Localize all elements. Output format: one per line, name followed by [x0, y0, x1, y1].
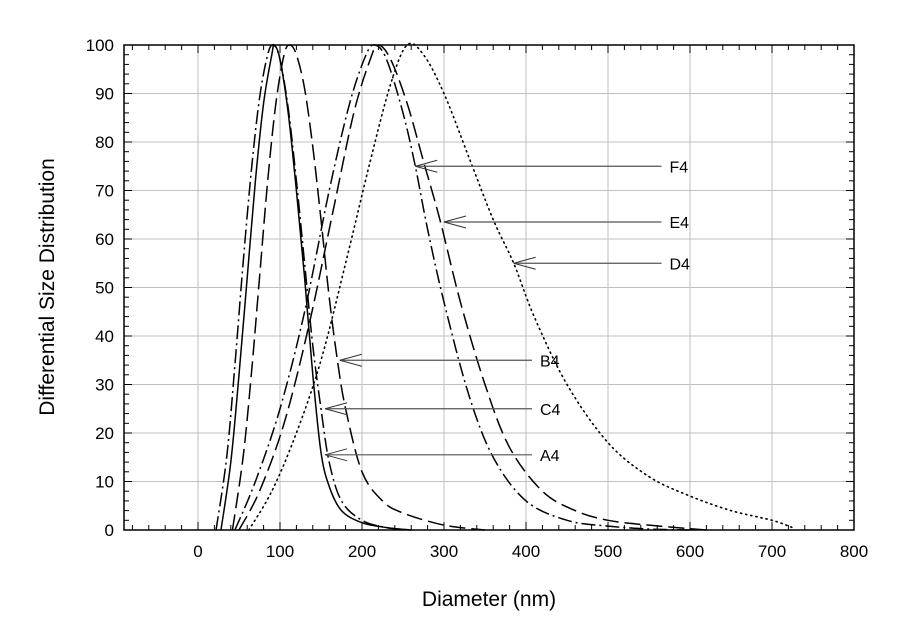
arrowhead	[513, 262, 536, 270]
series-annotations: F4 E4 D4 B4 C4 A4	[324, 159, 691, 465]
x-tick-labels: 0 100 200 300 400 500 600 700 800	[193, 542, 868, 561]
arrowhead	[324, 454, 348, 462]
gridlines	[124, 45, 854, 530]
series-f4-line	[234, 44, 691, 531]
arrowhead	[443, 221, 467, 229]
y-tick-label: 80	[95, 133, 114, 152]
y-tick-label: 30	[95, 376, 114, 395]
arrowhead	[443, 215, 467, 223]
x-axis-title: Diameter (nm)	[422, 588, 556, 611]
arrowhead	[339, 353, 362, 361]
series-label-f4: F4	[670, 159, 689, 176]
y-tick-label: 90	[95, 85, 114, 104]
arrowhead	[339, 359, 362, 367]
x-tick-label: 300	[430, 542, 458, 561]
x-tick-label: 500	[594, 542, 622, 561]
arrowhead	[324, 448, 348, 456]
y-axis-title: Differential Size Distribution	[36, 158, 59, 416]
series-c4-line	[215, 44, 412, 531]
y-tick-label: 10	[95, 473, 114, 492]
x-tick-label: 700	[758, 542, 786, 561]
data-series	[215, 42, 794, 531]
x-tick-label: 600	[676, 542, 704, 561]
x-tick-label: 800	[840, 542, 868, 561]
arrowhead	[513, 256, 536, 264]
y-tick-label: 0	[105, 521, 114, 540]
arrowhead	[324, 408, 348, 416]
y-tick-label: 20	[95, 424, 114, 443]
arrowhead	[415, 159, 438, 167]
series-label-d4: D4	[670, 256, 691, 273]
arrowhead	[324, 402, 348, 410]
axis-ticks	[124, 44, 855, 531]
arrowhead	[415, 165, 438, 173]
x-tick-label: 200	[348, 542, 376, 561]
series-label-c4: C4	[540, 402, 561, 419]
series-b4-line	[231, 44, 486, 531]
x-tick-label: 100	[266, 542, 294, 561]
series-label-b4: B4	[540, 353, 560, 370]
x-tick-label: 0	[193, 542, 202, 561]
y-tick-label: 100	[86, 36, 114, 55]
y-tick-label: 70	[95, 182, 114, 201]
y-tick-labels: 0 10 20 30 40 50 60 70 80 90 100	[86, 36, 114, 540]
x-tick-label: 400	[512, 542, 540, 561]
series-label-e4: E4	[670, 215, 690, 232]
series-label-a4: A4	[540, 448, 560, 465]
series-e4-line	[238, 44, 707, 531]
y-tick-label: 40	[95, 327, 114, 346]
series-d4-line	[248, 42, 794, 531]
y-tick-label: 60	[95, 230, 114, 249]
y-tick-label: 50	[95, 279, 114, 298]
